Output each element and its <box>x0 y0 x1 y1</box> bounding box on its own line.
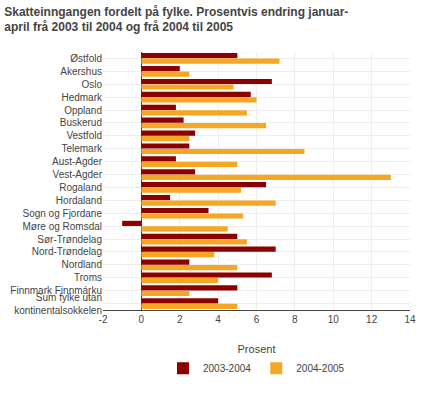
svg-text:Møre og Romsdal: Møre og Romsdal <box>23 221 102 232</box>
svg-text:Aust-Agder: Aust-Agder <box>52 156 103 167</box>
svg-text:4: 4 <box>215 314 221 325</box>
svg-text:Troms: Troms <box>74 272 102 283</box>
svg-text:10: 10 <box>328 314 340 325</box>
svg-text:Prosent: Prosent <box>238 343 276 355</box>
svg-text:6: 6 <box>254 314 260 325</box>
svg-text:Sogn og Fjordane: Sogn og Fjordane <box>22 208 102 219</box>
svg-text:Vest-Agder: Vest-Agder <box>53 169 103 180</box>
svg-text:2003-2004: 2003-2004 <box>203 363 251 374</box>
svg-text:Skatteinngangen fordelt på fyl: Skatteinngangen fordelt på fylke. Prosen… <box>4 5 348 35</box>
svg-text:Hedmark: Hedmark <box>61 92 103 103</box>
svg-text:Telemark: Telemark <box>61 143 103 154</box>
svg-text:Oppland: Oppland <box>64 105 102 116</box>
svg-text:Nord-Trøndelag: Nord-Trøndelag <box>32 246 102 257</box>
svg-text:8: 8 <box>292 314 298 325</box>
svg-text:0: 0 <box>139 314 145 325</box>
svg-text:Vestfold: Vestfold <box>66 130 102 141</box>
svg-text:2004-2005: 2004-2005 <box>296 363 344 374</box>
svg-text:Akershus: Akershus <box>60 66 102 77</box>
svg-text:2: 2 <box>177 314 183 325</box>
svg-text:Sør-Trøndelag: Sør-Trøndelag <box>37 234 102 245</box>
svg-text:Sum fylke utankontinentalsokke: Sum fylke utankontinentalsokkelen <box>14 292 102 316</box>
svg-text:Oslo: Oslo <box>81 79 102 90</box>
svg-text:Hordaland: Hordaland <box>56 195 102 206</box>
svg-text:12: 12 <box>366 314 378 325</box>
svg-text:14: 14 <box>404 314 416 325</box>
svg-text:Rogaland: Rogaland <box>59 182 102 193</box>
svg-text:Finnmark Finnmárku: Finnmark Finnmárku <box>10 285 102 296</box>
svg-text:-2: -2 <box>99 314 108 325</box>
svg-text:Buskerud: Buskerud <box>60 117 102 128</box>
svg-text:Nordland: Nordland <box>61 259 102 270</box>
svg-text:Østfold: Østfold <box>70 53 102 64</box>
